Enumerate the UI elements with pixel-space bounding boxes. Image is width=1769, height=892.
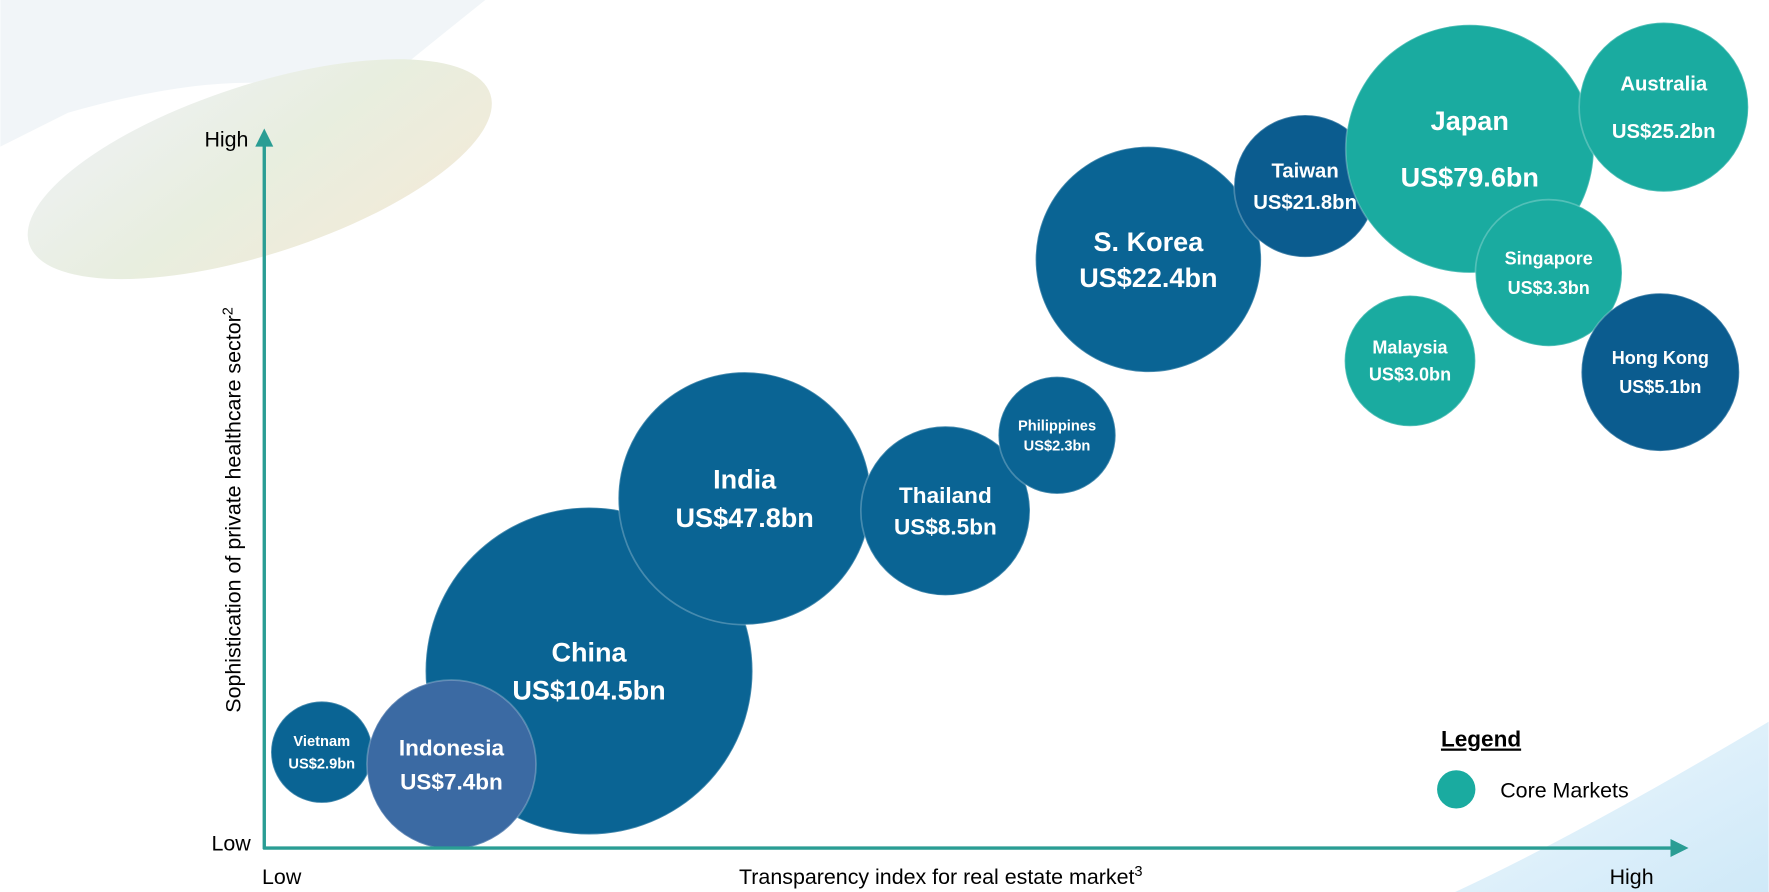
y-low: Low <box>211 831 251 855</box>
bubble-label: US$25.2bn <box>1612 121 1716 143</box>
bubble-label: US$5.1bn <box>1619 377 1701 397</box>
bubble-label: US$8.5bn <box>894 515 997 540</box>
bubble-name: Philippines <box>1018 418 1096 434</box>
bubble-label: US$104.5bn <box>512 676 665 706</box>
x-title-note: 3 <box>1134 864 1142 880</box>
bubble-label: US$47.8bn <box>676 503 814 533</box>
bubbles: Vietnam US$2.9bn China US$104.5bn Indonesia U… <box>270 21 1750 850</box>
bubble-name: Japan <box>1431 106 1509 136</box>
y-title-note: 2 <box>221 307 237 315</box>
bubble-name: Vietnam <box>293 734 350 750</box>
legend-title: Legend <box>1441 727 1521 752</box>
x-arrow <box>1670 838 1689 858</box>
y-high: High <box>204 128 248 152</box>
axes <box>255 128 1689 858</box>
bubble-label: US$2.3bn <box>1024 439 1091 455</box>
bubble <box>1034 145 1262 373</box>
legend-label: Core Markets <box>1500 778 1628 802</box>
bubble <box>1474 198 1623 348</box>
legend-swatch <box>1437 770 1476 809</box>
bubble-name: Singapore <box>1505 249 1593 269</box>
bubble-name: Indonesia <box>399 736 505 761</box>
bubble-label: US$79.6bn <box>1401 163 1539 193</box>
y-title: Sophistication of private healthcare sec… <box>221 307 246 713</box>
bubble-name: Thailand <box>899 483 992 508</box>
x-low: Low <box>262 865 302 889</box>
bubble-name: Hong Kong <box>1612 348 1709 368</box>
bubble <box>270 700 374 804</box>
x-high: High <box>1610 865 1654 889</box>
bubble-label: US$7.4bn <box>400 769 503 794</box>
x-title: Transparency index for real estate marke… <box>739 864 1143 889</box>
bubble-name: Malaysia <box>1372 338 1448 358</box>
bubble <box>1580 292 1741 452</box>
bubble <box>1343 294 1477 428</box>
bubble-name: China <box>551 637 627 667</box>
bubble-label: US$2.9bn <box>288 757 355 773</box>
bubble-name: Taiwan <box>1272 160 1339 182</box>
bubble-label: US$3.3bn <box>1508 278 1590 298</box>
bubble <box>366 679 537 850</box>
bubble-name: Australia <box>1620 74 1708 96</box>
bubble-label: US$3.0bn <box>1369 365 1451 385</box>
bubble-label: US$22.4bn <box>1079 263 1217 293</box>
y-title-text: Sophistication of private healthcare sec… <box>222 315 246 712</box>
bubble-name: S. Korea <box>1094 227 1205 257</box>
bubble <box>1578 21 1750 193</box>
y-arrow <box>255 128 274 147</box>
x-title-text: Transparency index for real estate marke… <box>739 865 1134 889</box>
bubble-name: India <box>713 465 777 495</box>
bubble <box>617 371 872 626</box>
bubble <box>997 375 1117 495</box>
bubble <box>859 425 1031 597</box>
bubble-label: US$21.8bn <box>1253 192 1357 214</box>
